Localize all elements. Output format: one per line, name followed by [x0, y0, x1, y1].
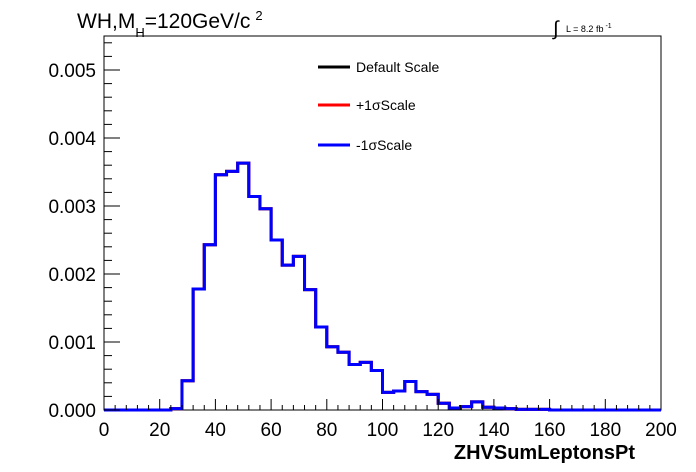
- x-tick-label: 140: [478, 420, 510, 441]
- plot-frame-group: [103, 35, 662, 411]
- y-tick-label: 0.005: [48, 61, 96, 82]
- x-tick-label: 160: [534, 420, 566, 441]
- legend-label-3: -1σScale: [356, 137, 412, 153]
- axis-group: 0 20 40 60 80 100 120 140 160 180 200 0.000 0.001 0.0…: [48, 42, 677, 441]
- x-tick-label: 100: [367, 420, 399, 441]
- plot-frame: [103, 35, 662, 411]
- x-tick-label: 40: [205, 420, 226, 441]
- y-tick-label: 0.001: [48, 333, 96, 354]
- chart-title: WH,MH=120GeV/c 2: [77, 8, 263, 40]
- title-rest: =120GeV/c: [145, 10, 251, 33]
- x-tick-label: 120: [422, 420, 454, 441]
- y-tick-label: 0.002: [48, 265, 96, 286]
- title-superscript: 2: [255, 8, 262, 23]
- y-tick-label: 0.000: [48, 401, 96, 422]
- y-tick-label: 0.003: [48, 197, 96, 218]
- series-group: [104, 161, 661, 412]
- x-tick-label: 80: [316, 420, 337, 441]
- integral-symbol: ∫: [552, 18, 560, 40]
- x-tick-label: 200: [645, 420, 677, 441]
- legend-label-1: Default Scale: [356, 59, 439, 75]
- x-axis-label: ZHVSumLeptonsPt: [454, 442, 635, 464]
- x-tick-label: 20: [149, 420, 170, 441]
- x-tick-label: 180: [589, 420, 621, 441]
- title-main: WH,M: [77, 10, 135, 33]
- x-tick-label: 0: [99, 420, 110, 441]
- luminosity-value: L = 8.2 fb: [566, 24, 603, 34]
- legend-label-2: +1σScale: [356, 97, 416, 113]
- y-tick-label: 0.004: [48, 129, 96, 150]
- title-subscript: H: [135, 25, 144, 40]
- series-line-3: [104, 161, 661, 412]
- luminosity-unit-sup: -1: [605, 23, 611, 30]
- x-tick-label: 60: [261, 420, 282, 441]
- luminosity-label: L = 8.2 fb -1: [566, 23, 612, 34]
- legend: Default Scale +1σScale -1σScale: [318, 59, 439, 153]
